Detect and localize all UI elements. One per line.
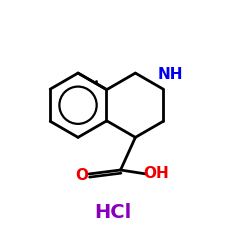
Text: O: O (76, 168, 89, 183)
Text: HCl: HCl (94, 203, 131, 222)
Text: OH: OH (144, 166, 169, 182)
Text: NH: NH (158, 67, 184, 82)
